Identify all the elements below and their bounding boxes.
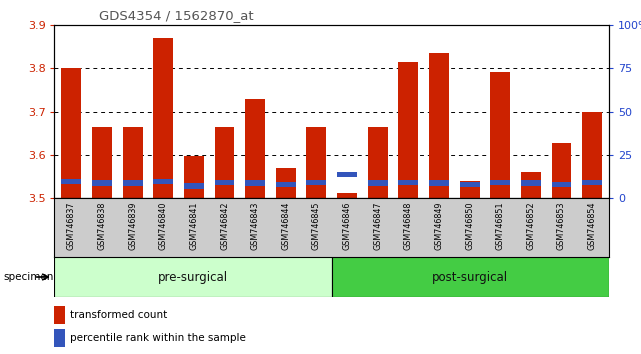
Text: GSM746843: GSM746843 bbox=[251, 202, 260, 250]
Text: GSM746854: GSM746854 bbox=[588, 202, 597, 250]
Text: GSM746851: GSM746851 bbox=[495, 202, 504, 250]
Bar bbox=[460, 182, 479, 187]
Text: post-surgical: post-surgical bbox=[432, 270, 508, 284]
Bar bbox=[582, 112, 602, 198]
Text: GSM746847: GSM746847 bbox=[373, 202, 382, 250]
Text: GDS4354 / 1562870_at: GDS4354 / 1562870_at bbox=[99, 9, 254, 22]
Bar bbox=[521, 172, 541, 198]
Text: GSM746845: GSM746845 bbox=[312, 202, 321, 250]
Bar bbox=[215, 179, 235, 185]
Text: GSM746838: GSM746838 bbox=[97, 202, 106, 250]
Text: GSM746844: GSM746844 bbox=[281, 202, 290, 250]
Text: GSM746841: GSM746841 bbox=[189, 202, 198, 250]
Text: GSM746853: GSM746853 bbox=[557, 202, 566, 250]
Bar bbox=[62, 179, 81, 184]
Bar bbox=[122, 181, 142, 186]
Bar bbox=[215, 127, 235, 198]
Bar bbox=[184, 156, 204, 198]
Bar bbox=[92, 181, 112, 186]
Text: GSM746852: GSM746852 bbox=[526, 202, 535, 250]
Bar bbox=[521, 181, 541, 186]
Bar bbox=[276, 182, 296, 187]
Text: GSM746840: GSM746840 bbox=[159, 202, 168, 250]
Text: GSM746842: GSM746842 bbox=[220, 202, 229, 250]
Bar bbox=[153, 179, 173, 184]
Text: GSM746850: GSM746850 bbox=[465, 202, 474, 250]
Bar bbox=[551, 143, 571, 198]
Text: specimen: specimen bbox=[3, 272, 54, 282]
Bar bbox=[429, 181, 449, 186]
Bar bbox=[306, 127, 326, 198]
Text: GSM746839: GSM746839 bbox=[128, 202, 137, 250]
Text: GSM746849: GSM746849 bbox=[435, 202, 444, 250]
Bar bbox=[490, 73, 510, 198]
Bar bbox=[62, 68, 81, 198]
Bar bbox=[153, 38, 173, 198]
Bar bbox=[368, 181, 388, 186]
Text: GSM746846: GSM746846 bbox=[342, 202, 351, 250]
Bar bbox=[54, 306, 65, 324]
Bar bbox=[92, 127, 112, 198]
Bar bbox=[245, 98, 265, 198]
Bar bbox=[184, 183, 204, 189]
Text: transformed count: transformed count bbox=[71, 310, 167, 320]
Bar bbox=[276, 168, 296, 198]
Text: GSM746848: GSM746848 bbox=[404, 202, 413, 250]
Bar bbox=[337, 172, 357, 177]
Bar bbox=[582, 179, 602, 185]
Text: GSM746837: GSM746837 bbox=[67, 202, 76, 250]
Bar bbox=[368, 127, 388, 198]
Bar bbox=[332, 257, 609, 297]
Text: pre-surgical: pre-surgical bbox=[158, 270, 228, 284]
Text: percentile rank within the sample: percentile rank within the sample bbox=[71, 333, 246, 343]
Bar bbox=[490, 179, 510, 185]
Bar bbox=[551, 182, 571, 187]
Bar bbox=[337, 193, 357, 198]
Bar bbox=[54, 257, 332, 297]
Bar bbox=[398, 179, 419, 185]
Bar bbox=[306, 179, 326, 185]
Bar bbox=[122, 127, 142, 198]
Bar bbox=[245, 181, 265, 186]
Bar bbox=[429, 53, 449, 198]
Bar bbox=[54, 329, 65, 347]
Bar bbox=[398, 62, 419, 198]
Bar bbox=[460, 181, 479, 198]
